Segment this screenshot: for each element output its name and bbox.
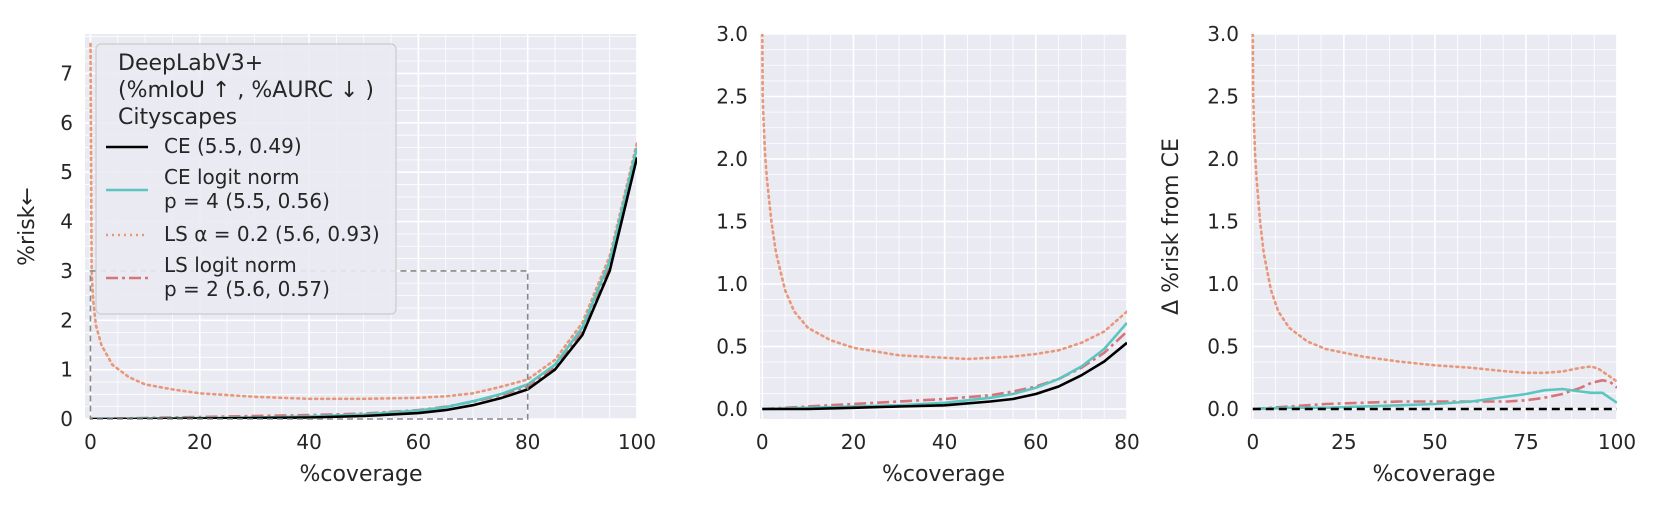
y-axis-label: Δ %risk from CE bbox=[1159, 138, 1184, 315]
series-ls-logit-norm bbox=[762, 330, 1127, 411]
series-ls bbox=[760, 34, 1127, 361]
y-tick-label: 2.0 bbox=[1207, 147, 1239, 171]
legend-entry-label: CE (5.5, 0.49) bbox=[164, 134, 302, 158]
series-ce bbox=[762, 341, 1127, 411]
legend-entry-label: p = 2 (5.6, 0.57) bbox=[164, 277, 330, 301]
series-ls bbox=[89, 42, 637, 401]
y-tick-label: 1.5 bbox=[716, 210, 748, 234]
y-tick-label: 0.5 bbox=[716, 335, 748, 359]
legend-title: (%mIoU ↑ , %AURC ↓ ) bbox=[118, 78, 374, 103]
y-tick-label: 0 bbox=[60, 407, 73, 431]
y-tick-label: 1.0 bbox=[1207, 272, 1239, 296]
y-tick-label: 0.0 bbox=[716, 397, 748, 421]
x-tick-label: 80 bbox=[1114, 430, 1139, 454]
legend-entry-label: LS α = 0.2 (5.6, 0.93) bbox=[164, 222, 380, 246]
y-tick-label: 1.5 bbox=[1207, 210, 1239, 234]
x-tick-label: 75 bbox=[1513, 430, 1538, 454]
x-tick-label: 60 bbox=[1023, 430, 1048, 454]
x-tick-label: 0 bbox=[1246, 430, 1259, 454]
legend: DeepLabV3+(%mIoU ↑ , %AURC ↓ )Cityscapes… bbox=[95, 43, 397, 315]
x-axis-label: %coverage bbox=[1372, 462, 1495, 487]
x-tick-label: 80 bbox=[515, 430, 540, 454]
x-tick-label: 60 bbox=[406, 430, 431, 454]
grid bbox=[1251, 34, 1617, 419]
series-ls-logit-norm bbox=[1252, 378, 1617, 411]
series-group bbox=[760, 34, 1127, 411]
series-group bbox=[1251, 34, 1617, 411]
y-tick-label: 2.5 bbox=[716, 85, 748, 109]
x-tick-label: 40 bbox=[296, 430, 321, 454]
y-tick-label: 0.5 bbox=[1207, 335, 1239, 359]
y-tick-label: 4 bbox=[60, 210, 73, 234]
y-tick-label: 2.5 bbox=[1207, 85, 1239, 109]
zoom-box bbox=[89, 270, 529, 420]
y-tick-label: 5 bbox=[60, 160, 73, 184]
legend-box bbox=[95, 43, 397, 315]
y-tick-label: 0.0 bbox=[1207, 397, 1239, 421]
x-tick-label: 0 bbox=[84, 430, 97, 454]
y-tick-label: 3 bbox=[60, 259, 73, 283]
x-tick-label: 100 bbox=[618, 430, 656, 454]
legend-title: DeepLabV3+ bbox=[118, 51, 263, 76]
x-tick-label: 20 bbox=[187, 430, 212, 454]
y-tick-label: 2.0 bbox=[716, 147, 748, 171]
y-tick-label: 2 bbox=[60, 308, 73, 332]
x-tick-label: 25 bbox=[1331, 430, 1356, 454]
x-tick-label: 40 bbox=[932, 430, 957, 454]
x-axis-label: %coverage bbox=[882, 462, 1005, 487]
y-tick-label: 1 bbox=[60, 358, 73, 382]
x-axis-label: %coverage bbox=[299, 462, 422, 487]
y-tick-label: 7 bbox=[60, 61, 73, 85]
plot-area bbox=[760, 34, 1127, 419]
panel-delta-risk: 0 25 50 75 100 0.0 0.5 1.0 1.5 2.0 2.5 3.0 %coverage… bbox=[1159, 22, 1636, 487]
y-tick-label: 3.0 bbox=[716, 22, 748, 46]
series-ls bbox=[1251, 34, 1617, 383]
x-tick-label: 20 bbox=[841, 430, 866, 454]
plot-area bbox=[1251, 34, 1617, 419]
x-tick-label: 50 bbox=[1422, 430, 1447, 454]
legend-entry-label: p = 4 (5.5, 0.56) bbox=[164, 189, 330, 213]
legend-entry-label: CE logit norm bbox=[164, 165, 299, 189]
grid bbox=[760, 34, 1127, 419]
x-tick-label: 0 bbox=[756, 430, 769, 454]
legend-title: Cityscapes bbox=[118, 105, 237, 130]
y-tick-label: 1.0 bbox=[716, 272, 748, 296]
panel-risk-coverage-zoom: 0 20 40 60 80 0.0 0.5 1.0 1.5 2.0 2.5 3.0 %coverage bbox=[716, 22, 1140, 487]
y-axis-label: %risk← bbox=[15, 187, 40, 266]
y-tick-label: 6 bbox=[60, 111, 73, 135]
series-ce-logit-norm bbox=[1252, 387, 1617, 411]
legend-entry-label: LS logit norm bbox=[164, 253, 297, 277]
x-tick-label: 100 bbox=[1598, 430, 1636, 454]
y-tick-label: 3.0 bbox=[1207, 22, 1239, 46]
